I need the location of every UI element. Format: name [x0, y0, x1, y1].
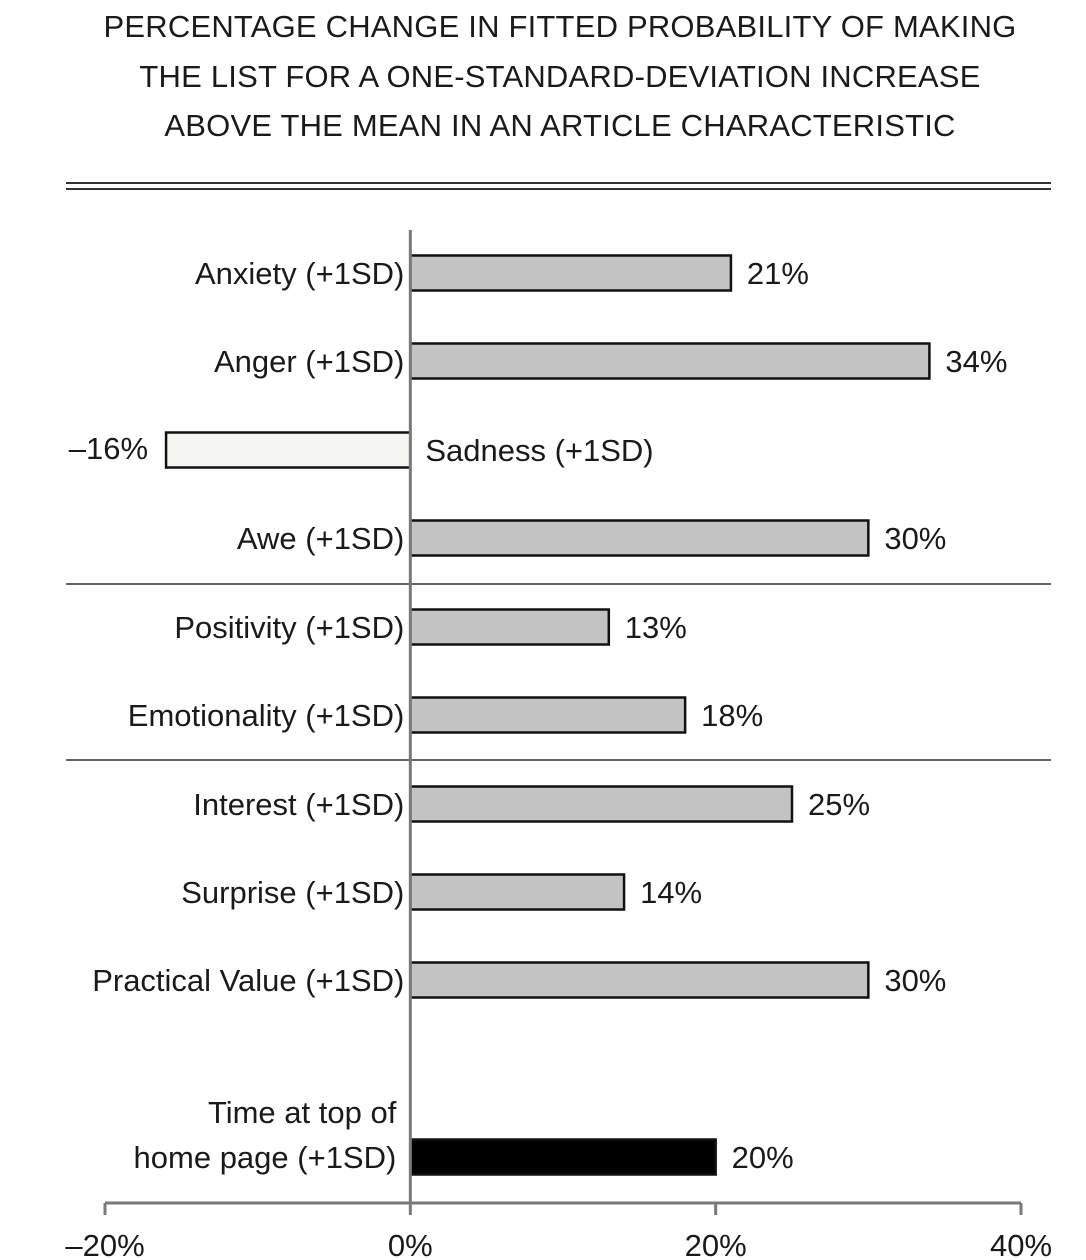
chart-title-line-1: PERCENTAGE CHANGE IN FITTED PROBABILITY …: [103, 9, 1017, 44]
bar-1: [409, 254, 733, 292]
category-label-1: Anxiety (+1SD): [195, 256, 404, 291]
x-tick-label-4: 40%: [990, 1228, 1052, 1260]
category-label-5: Positivity (+1SD): [174, 610, 404, 645]
category-label-8: Surprise (+1SD): [181, 875, 404, 910]
value-label-3: –16%: [69, 431, 148, 466]
bar-2: [409, 342, 931, 380]
bar-7: [409, 785, 794, 823]
bar-6: [409, 696, 687, 734]
category-label-10-line-2: home page (+1SD): [134, 1140, 397, 1175]
chart-title-line-3: ABOVE THE MEAN IN AN ARTICLE CHARACTERIS…: [164, 108, 956, 143]
x-tick-label-2: 0%: [388, 1228, 433, 1260]
value-label-8: 14%: [640, 875, 702, 910]
category-label-4: Awe (+1SD): [237, 521, 404, 556]
category-label-10-line-1: Time at top of: [208, 1095, 397, 1130]
value-label-9: 30%: [884, 963, 946, 998]
x-tick-label-3: 20%: [685, 1228, 747, 1260]
chart-title: PERCENTAGE CHANGE IN FITTED PROBABILITY …: [40, 2, 1080, 151]
bar-8: [409, 873, 626, 911]
bar-9: [409, 961, 870, 999]
value-label-7: 25%: [808, 787, 870, 822]
x-tick-label-1: –20%: [65, 1228, 144, 1260]
category-label-3: Sadness (+1SD): [425, 433, 653, 468]
category-label-7: Interest (+1SD): [193, 787, 404, 822]
value-label-6: 18%: [701, 698, 763, 733]
value-label-1: 21%: [747, 256, 809, 291]
category-label-2: Anger (+1SD): [214, 344, 404, 379]
category-label-9: Practical Value (+1SD): [92, 963, 404, 998]
bar-5: [409, 608, 611, 646]
bar-4: [409, 519, 870, 557]
value-label-10: 20%: [732, 1140, 794, 1175]
value-label-2: 34%: [945, 344, 1007, 379]
value-label-4: 30%: [884, 521, 946, 556]
chart-title-line-2: THE LIST FOR A ONE-STANDARD-DEVIATION IN…: [139, 58, 981, 94]
category-label-6: Emotionality (+1SD): [128, 698, 405, 733]
bar-10: [409, 1138, 717, 1176]
value-label-5: 13%: [625, 610, 687, 645]
bar-3: [164, 431, 412, 469]
